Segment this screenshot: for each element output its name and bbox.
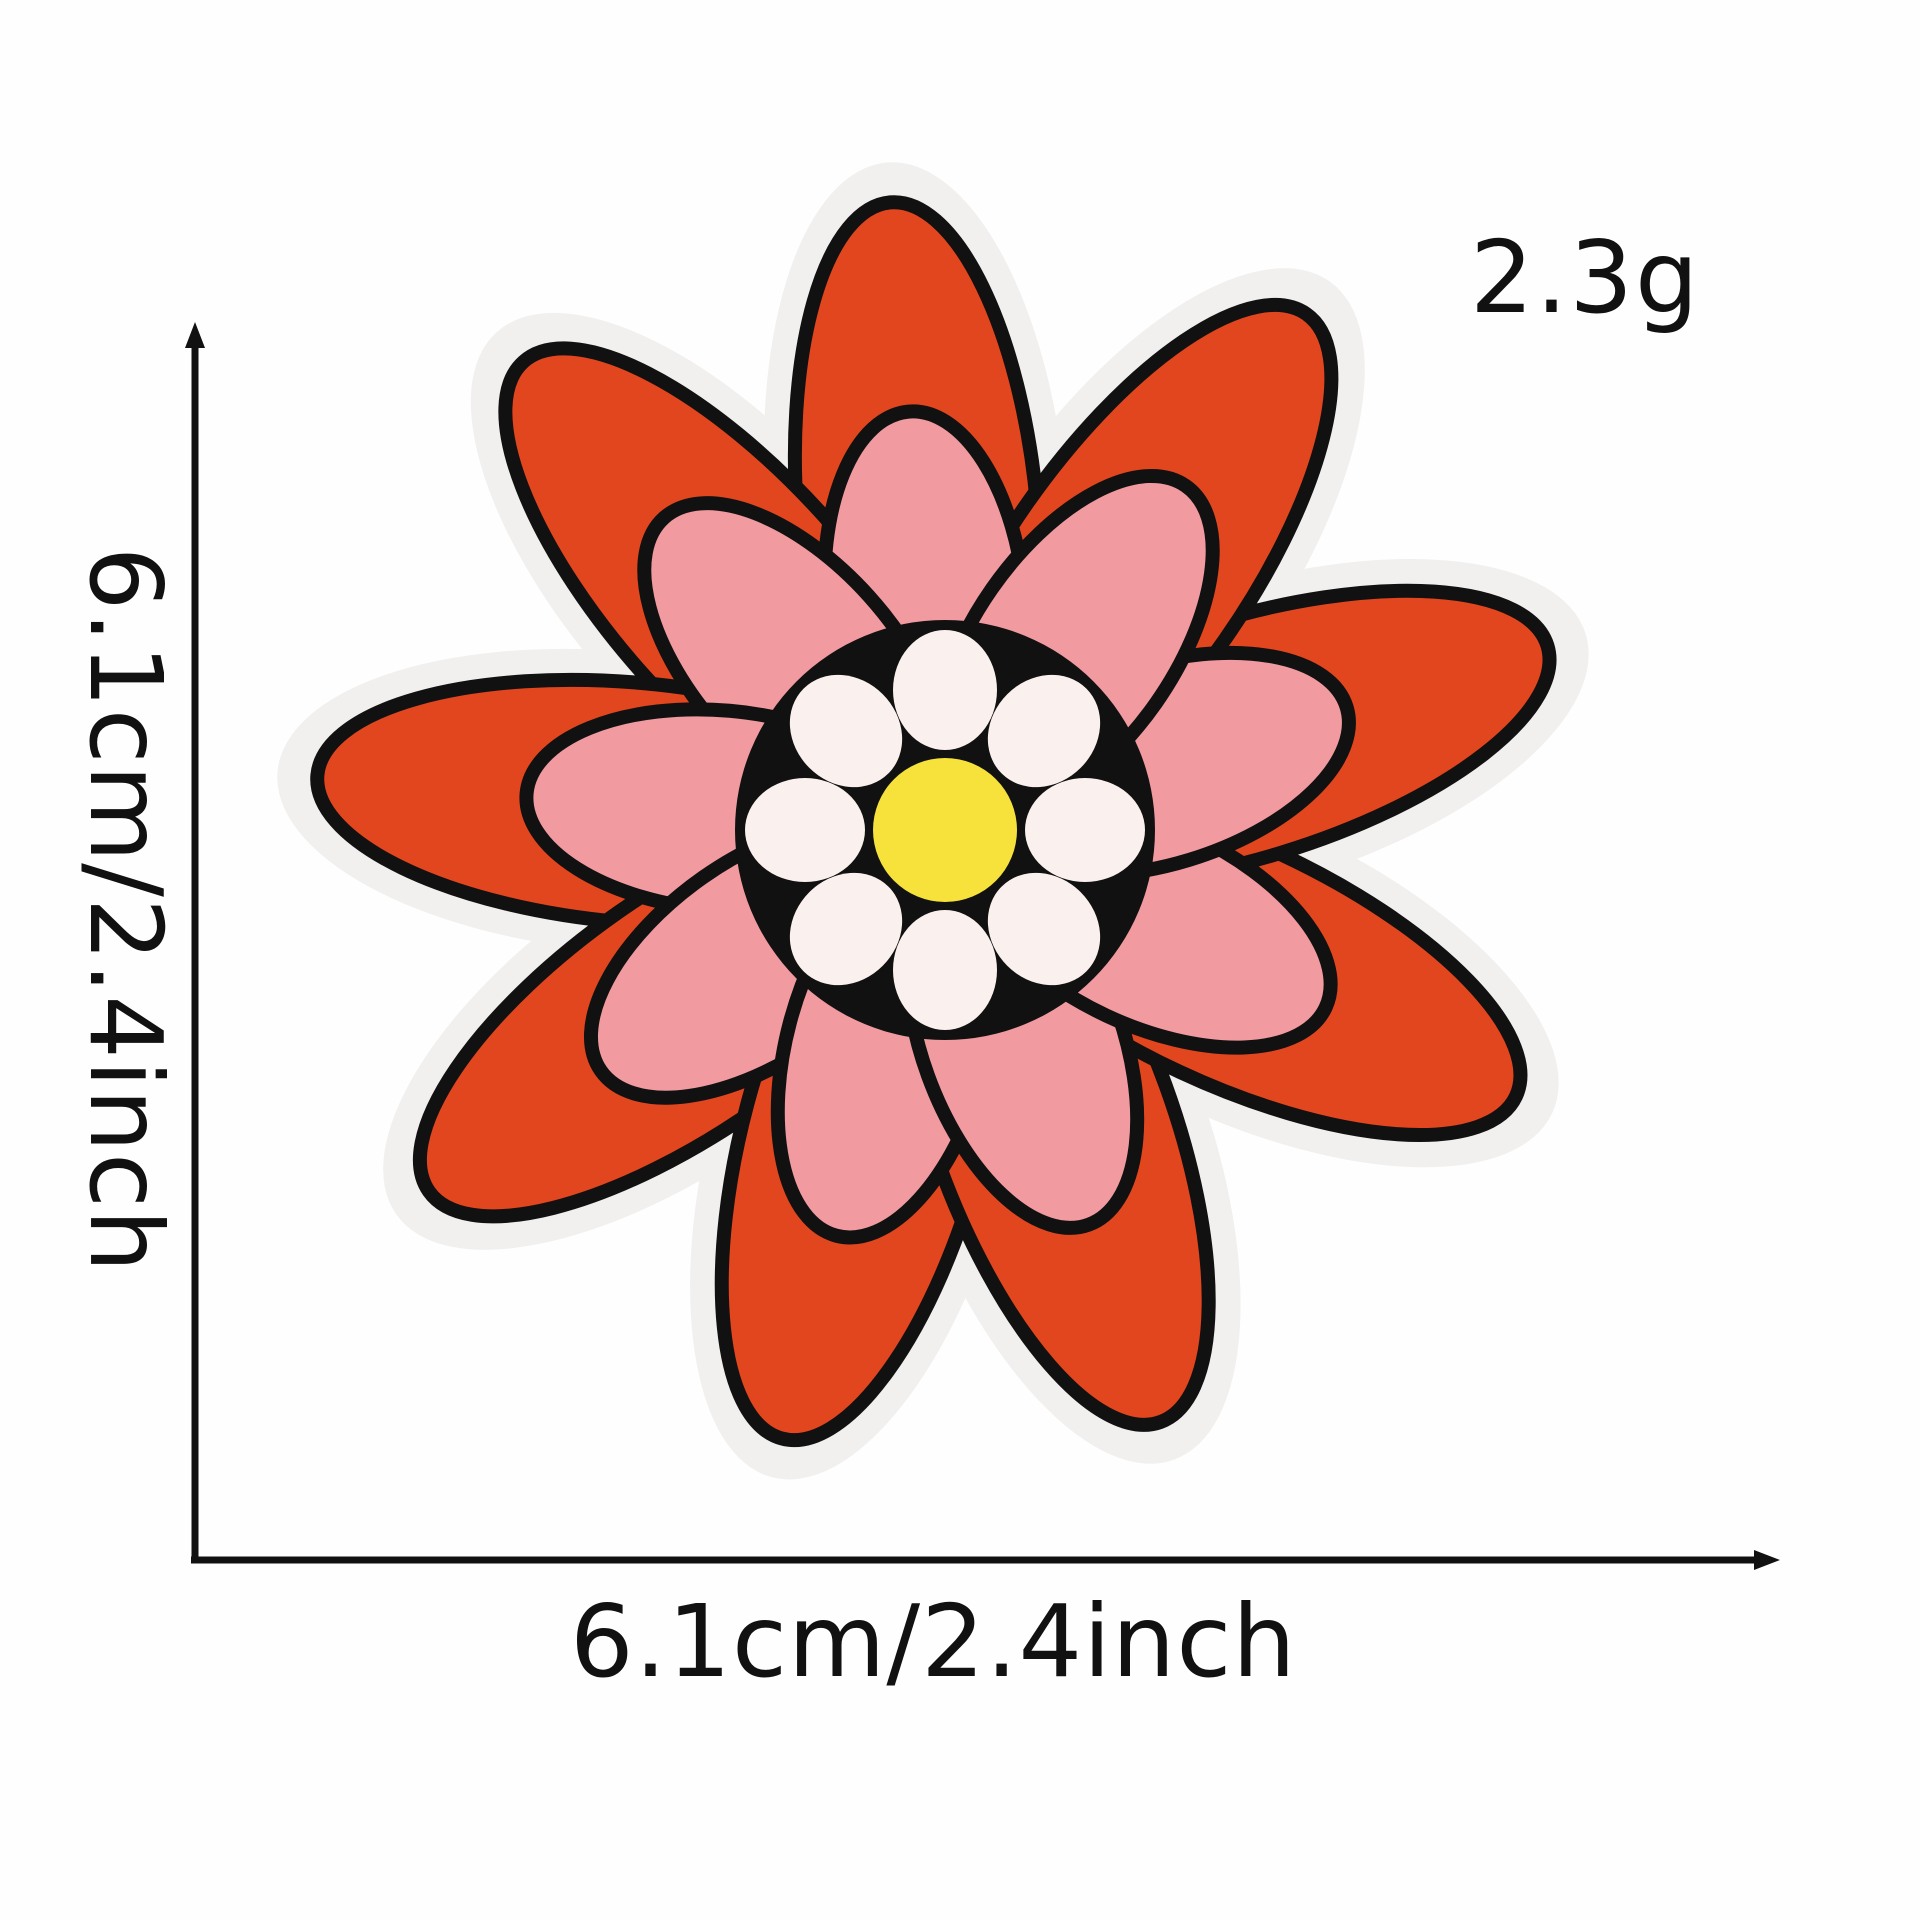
width-dimension-label: 6.1cm/2.4inch: [570, 1583, 1297, 1700]
yellow-center: [873, 758, 1017, 902]
vertical-arrowhead-icon: [185, 322, 205, 348]
height-dimension-label: 6.1cm/2.4inch: [67, 546, 184, 1274]
horizontal-arrowhead-icon: [1754, 1550, 1780, 1570]
white-disc-petals: [745, 630, 1145, 1030]
weight-label: 2.3g: [1470, 219, 1701, 336]
